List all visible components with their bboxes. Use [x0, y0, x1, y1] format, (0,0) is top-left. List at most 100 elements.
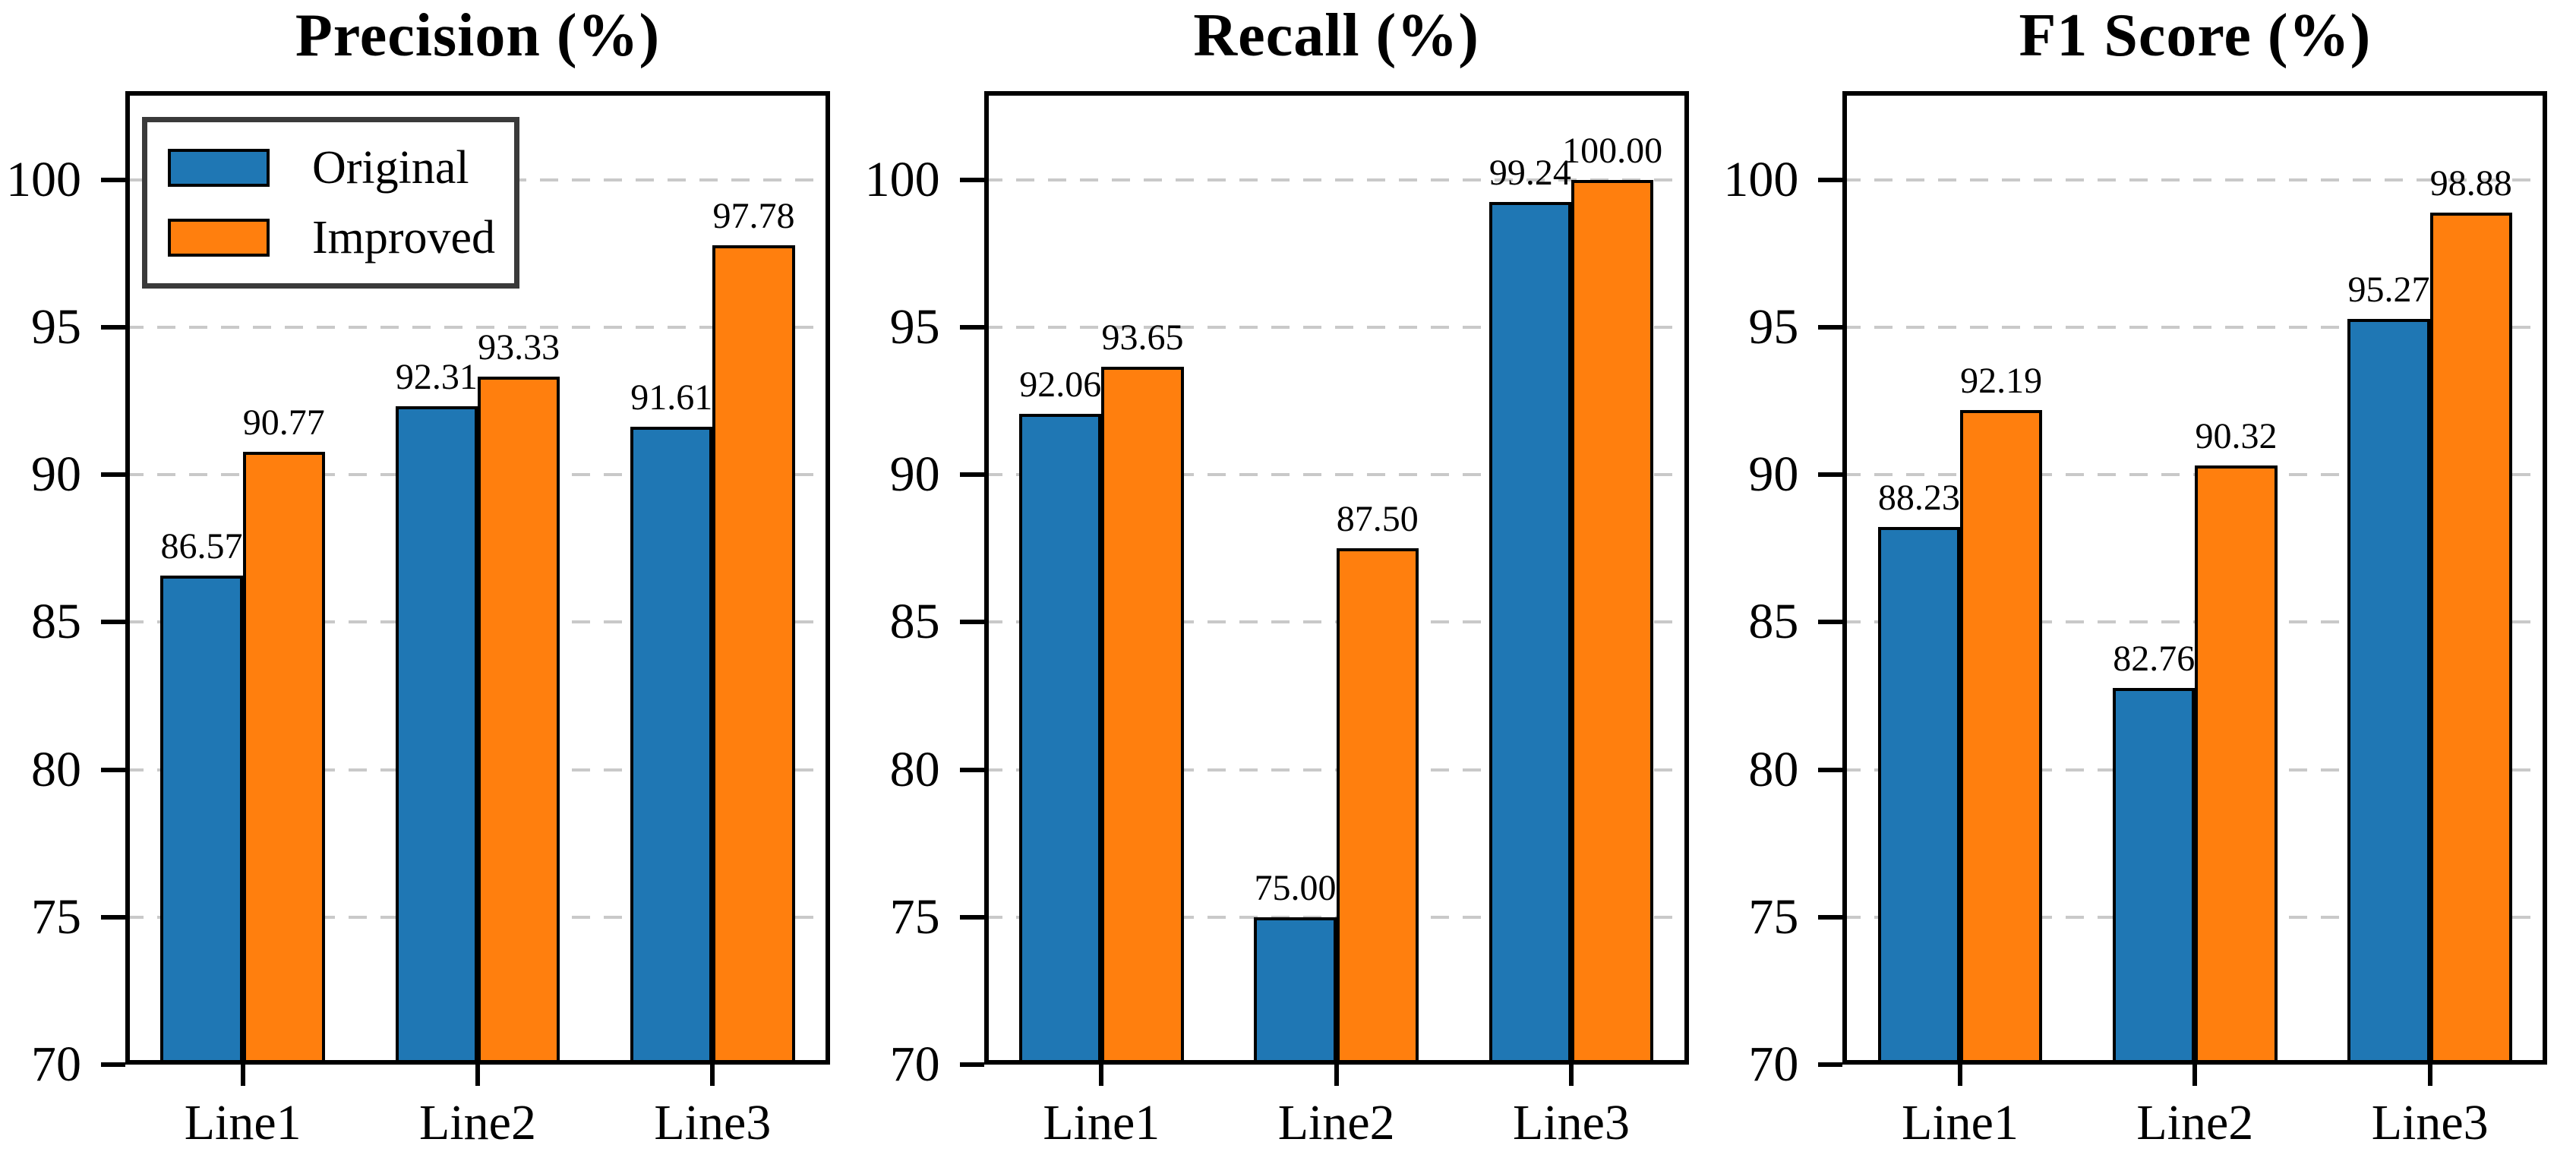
legend-swatch-improved [168, 218, 270, 257]
y-tick-85 [1818, 620, 1843, 625]
y-tick-label-85: 85 [889, 594, 940, 650]
bar-value-label-original-line1: 92.06 [1019, 364, 1102, 405]
x-tick-Line3 [2427, 1065, 2432, 1086]
y-tick-75 [101, 914, 125, 920]
y-tick-label-90: 90 [1748, 446, 1799, 503]
y-tick-label-70: 70 [1748, 1037, 1799, 1092]
bar-improved-line3 [712, 245, 795, 1065]
legend-label-original: Original [312, 142, 469, 194]
y-tick-label-95: 95 [1748, 298, 1799, 355]
bar-value-label-original-line2: 92.31 [395, 357, 478, 398]
bar-original-line1 [1019, 414, 1102, 1065]
x-tick-label-Line2: Line2 [419, 1095, 536, 1150]
y-tick-95 [959, 324, 984, 330]
chart-title-precision: Precision (%) [295, 2, 661, 69]
x-tick-Line2 [1334, 1065, 1339, 1086]
y-tick-80 [959, 767, 984, 772]
y-tick-label-85: 85 [31, 594, 81, 650]
x-tick-Line2 [475, 1065, 480, 1086]
legend-row-improved: Improved [168, 214, 514, 261]
chart-panel-f1: F1 Score (%) 70 75 80 85 90 95 100 Line1 Line2 Li… [1717, 0, 2576, 1158]
y-tick-label-100: 100 [1723, 151, 1799, 207]
y-tick-label-100: 100 [6, 151, 81, 207]
y-tick-70 [1818, 1062, 1843, 1067]
bar-value-label-improved-line2: 93.33 [478, 327, 560, 368]
gridline-y95 [983, 325, 1689, 329]
y-tick-label-80: 80 [31, 741, 81, 797]
chart-panel-precision: Precision (%) 70 75 80 85 90 95 100 Line1 Line2 L… [0, 0, 859, 1158]
y-tick-75 [959, 914, 984, 920]
bar-improved-line3 [1571, 179, 1654, 1065]
x-tick-label-Line1: Line1 [1043, 1095, 1160, 1150]
bar-improved-line3 [2429, 213, 2512, 1065]
bar-value-label-improved-line2: 87.50 [1336, 499, 1419, 540]
bar-improved-line2 [2195, 465, 2278, 1065]
y-tick-75 [1818, 914, 1843, 920]
bar-original-line3 [630, 427, 713, 1065]
y-tick-95 [1818, 324, 1843, 330]
legend: Original Improved [142, 117, 519, 289]
y-tick-95 [101, 324, 125, 330]
gridline-y95 [1842, 325, 2548, 329]
bar-value-label-original-line3: 99.24 [1488, 153, 1571, 194]
y-tick-label-70: 70 [889, 1037, 940, 1092]
bar-value-label-improved-line1: 90.77 [242, 402, 325, 443]
legend-row-original: Original [168, 144, 514, 191]
plot-area-precision: 70 75 80 85 90 95 100 Line1 Line2 Line3 86.57 92.31… [6, 91, 830, 1148]
y-tick-100 [959, 177, 984, 182]
y-tick-label-75: 75 [1748, 888, 1799, 945]
y-tick-80 [1818, 767, 1843, 772]
y-tick-100 [101, 177, 125, 182]
bar-improved-line1 [1960, 409, 2043, 1065]
gridline-y95 [125, 325, 830, 329]
y-tick-label-90: 90 [889, 446, 940, 503]
x-tick-label-Line2: Line2 [2136, 1095, 2254, 1150]
y-tick-label-75: 75 [31, 888, 81, 945]
legend-label-improved: Improved [312, 211, 496, 263]
x-tick-label-Line1: Line1 [1902, 1095, 2019, 1150]
chart-title-f1: F1 Score (%) [2019, 2, 2372, 69]
y-tick-90 [101, 472, 125, 478]
bar-value-label-improved-line3: 98.88 [2429, 163, 2512, 204]
bar-value-label-original-line1: 88.23 [1877, 477, 1960, 518]
x-tick-label-Line3: Line3 [2371, 1095, 2489, 1150]
x-tick-Line1 [1958, 1065, 1962, 1086]
bar-value-label-improved-line2: 90.32 [2195, 415, 2278, 456]
bar-original-line2 [1254, 917, 1337, 1065]
y-tick-85 [101, 620, 125, 625]
plot-area-recall: 70 75 80 85 90 95 100 Line1 Line2 Line3 92.06 75.00… [865, 91, 1689, 1148]
bar-original-line1 [160, 576, 243, 1065]
x-tick-Line3 [1569, 1065, 1574, 1086]
chart-title-recall: Recall (%) [1193, 2, 1479, 69]
y-tick-label-100: 100 [864, 151, 940, 207]
y-tick-90 [1818, 472, 1843, 478]
chart-panel-recall: Recall (%) 70 75 80 85 90 95 100 Line1 Line2 Line… [859, 0, 1718, 1158]
bar-original-line2 [395, 406, 478, 1065]
x-tick-Line1 [1099, 1065, 1104, 1086]
y-tick-label-75: 75 [889, 888, 940, 945]
bar-value-label-improved-line1: 92.19 [1960, 360, 2043, 401]
y-tick-label-80: 80 [889, 741, 940, 797]
x-tick-Line3 [710, 1065, 715, 1086]
x-tick-label-Line1: Line1 [184, 1095, 301, 1150]
x-tick-label-Line3: Line3 [654, 1095, 772, 1150]
y-tick-label-80: 80 [1748, 741, 1799, 797]
y-tick-70 [101, 1062, 125, 1067]
y-tick-label-95: 95 [889, 298, 940, 355]
bar-original-line3 [1488, 202, 1571, 1065]
bar-original-line1 [1877, 526, 1960, 1065]
bar-value-label-original-line1: 86.57 [160, 526, 243, 567]
bar-improved-line2 [478, 376, 560, 1065]
gridline-y90 [983, 473, 1689, 477]
y-tick-100 [1818, 177, 1843, 182]
y-tick-label-95: 95 [31, 298, 81, 355]
x-tick-label-Line2: Line2 [1277, 1095, 1395, 1150]
bar-improved-line2 [1336, 548, 1419, 1065]
bar-value-label-original-line2: 82.76 [2113, 639, 2196, 680]
y-tick-label-85: 85 [1748, 594, 1799, 650]
y-tick-70 [959, 1062, 984, 1067]
plot-area-f1: 70 75 80 85 90 95 100 Line1 Line2 Line3 88.23 82.76… [1723, 91, 2548, 1148]
bar-improved-line1 [242, 452, 325, 1065]
y-tick-85 [959, 620, 984, 625]
